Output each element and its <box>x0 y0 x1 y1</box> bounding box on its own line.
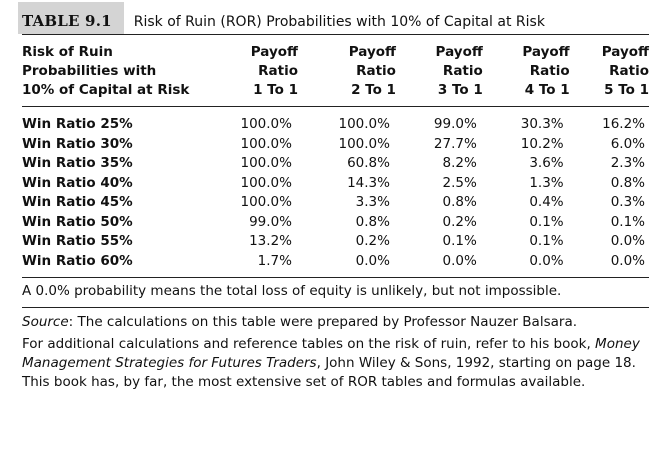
source-text: : The calculations on this table were pr… <box>68 314 578 330</box>
row-label: Win Ratio 40% <box>22 174 133 191</box>
source-note: Source: The calculations on this table w… <box>22 308 649 332</box>
table-row: Win Ratio 25% 100.0% 100.0% 99.0% 30.3% … <box>22 107 649 135</box>
row-label: Win Ratio 30% <box>22 135 133 152</box>
row-label: Win Ratio 60% <box>22 251 218 278</box>
column-header-line: Ratio <box>529 63 570 79</box>
column-header-line: Payoff <box>435 44 483 60</box>
table-cell: 30.3% <box>520 116 564 132</box>
table-number: TABLE 9.1 <box>18 2 124 34</box>
row-header-cell: Risk of Ruin Probabilities with 10% of C… <box>22 43 218 107</box>
table-footnote: A 0.0% probability means the total loss … <box>22 278 649 308</box>
table-cell: 14.3% <box>347 174 390 191</box>
row-label: Win Ratio 45% <box>22 194 133 210</box>
table-cell: 0.0% <box>587 251 649 278</box>
additional-reference-note: For additional calculations and referenc… <box>22 332 649 392</box>
table-cell: 60.8% <box>347 155 390 171</box>
row-label: Win Ratio 50% <box>22 213 133 230</box>
table-cell: 0.2% <box>355 233 390 249</box>
table-cell: 100.0% <box>338 116 390 132</box>
table-cell: 0.2% <box>442 213 477 230</box>
table-cell: 100.0% <box>240 174 292 191</box>
table-row: Win Ratio 50% 99.0% 0.8% 0.2% 0.1% 0.1% <box>22 213 649 233</box>
table-cell: 0.1% <box>529 213 564 230</box>
column-header-line: Payoff <box>348 44 396 60</box>
table-cell: 27.7% <box>433 135 477 152</box>
table-cell: 3.6% <box>529 155 564 171</box>
table-row: Win Ratio 40% 100.0% 14.3% 2.5% 1.3% 0.8… <box>22 174 649 194</box>
table-cell: 2.3% <box>610 155 645 171</box>
table-cell: 8.2% <box>442 155 477 171</box>
column-header-line: 4 To 1 <box>524 82 570 98</box>
table-cell: 1.3% <box>529 174 564 191</box>
row-header-line: Probabilities with <box>22 63 157 79</box>
table-cell: 0.3% <box>610 194 645 210</box>
row-label: Win Ratio 25% <box>22 116 133 132</box>
table-cell: 100.0% <box>240 135 292 152</box>
column-header-line: Ratio <box>609 63 649 79</box>
table-cell: 1.7% <box>218 251 316 278</box>
table-cell: 0.4% <box>529 194 564 210</box>
table-cell: 100.0% <box>338 135 390 152</box>
table-cell: 2.5% <box>442 174 477 191</box>
column-header-line: Ratio <box>258 63 298 79</box>
column-header-line: 5 To 1 <box>604 82 649 98</box>
column-header-line: Ratio <box>442 63 483 79</box>
table-cell: 0.0% <box>315 251 414 278</box>
table-cell: 99.0% <box>249 213 292 230</box>
table-cell: 0.1% <box>529 233 564 249</box>
column-header-2to1: Payoff Ratio 2 To 1 <box>315 43 414 107</box>
table-row: Win Ratio 55% 13.2% 0.2% 0.1% 0.1% 0.0% <box>22 232 649 252</box>
row-label: Win Ratio 35% <box>22 155 133 171</box>
table-cell: 100.0% <box>240 116 292 132</box>
column-header-line: Payoff <box>250 44 298 60</box>
column-header-line: 3 To 1 <box>437 82 483 98</box>
column-header-1to1: Payoff Ratio 1 To 1 <box>218 43 316 107</box>
column-header-line: Payoff <box>522 44 570 60</box>
table-cell: 0.8% <box>442 194 477 210</box>
column-header-3to1: Payoff Ratio 3 To 1 <box>413 43 501 107</box>
column-header-4to1: Payoff Ratio 4 To 1 <box>500 43 588 107</box>
table-cell: 3.3% <box>355 194 390 210</box>
table-cell: 0.0% <box>500 251 588 278</box>
table-row: Win Ratio 60% 1.7% 0.0% 0.0% 0.0% 0.0% <box>22 251 649 278</box>
table-cell: 0.1% <box>442 233 477 249</box>
row-header-line: 10% of Capital at Risk <box>22 82 190 98</box>
additional-text-end: , John Wiley & Sons, 1992, starting on p… <box>22 355 636 390</box>
table-title: Risk of Ruin (ROR) Probabilities with 10… <box>133 14 545 30</box>
column-header-line: Ratio <box>356 63 396 79</box>
table-row: Win Ratio 35% 100.0% 60.8% 8.2% 3.6% 2.3… <box>22 154 649 174</box>
table-cell: 0.0% <box>413 251 501 278</box>
table-caption: TABLE 9.1 Risk of Ruin (ROR) Probabiliti… <box>18 0 649 35</box>
column-header-5to1: Payoff Ratio 5 To 1 <box>587 43 649 107</box>
source-label: Source <box>22 314 69 330</box>
table-row: Win Ratio 30% 100.0% 100.0% 27.7% 10.2% … <box>22 135 649 155</box>
table-cell: 100.0% <box>240 194 292 210</box>
column-header-line: 2 To 1 <box>351 82 396 98</box>
table-row: Win Ratio 45% 100.0% 3.3% 0.8% 0.4% 0.3% <box>22 193 649 213</box>
table-cell: 13.2% <box>249 233 292 249</box>
table-cell: 0.1% <box>610 213 645 230</box>
table-cell: 0.8% <box>355 213 390 230</box>
ror-table: Risk of Ruin Probabilities with 10% of C… <box>22 43 649 278</box>
column-header-line: 1 To 1 <box>253 82 298 98</box>
table-cell: 16.2% <box>602 116 645 132</box>
table-header-row: Risk of Ruin Probabilities with 10% of C… <box>22 43 649 107</box>
table-cell: 99.0% <box>433 116 477 132</box>
table-cell: 100.0% <box>240 155 292 171</box>
table-cell: 10.2% <box>520 135 564 152</box>
table-cell: 0.0% <box>610 233 645 249</box>
additional-text-start: For additional calculations and referenc… <box>22 336 596 352</box>
row-header-line: Risk of Ruin <box>22 44 113 60</box>
row-label: Win Ratio 55% <box>22 233 133 249</box>
column-header-line: Payoff <box>601 44 649 60</box>
table-cell: 6.0% <box>610 135 645 152</box>
table-cell: 0.8% <box>610 174 645 191</box>
book-title: Money Management Strategies for Futures … <box>22 336 640 371</box>
